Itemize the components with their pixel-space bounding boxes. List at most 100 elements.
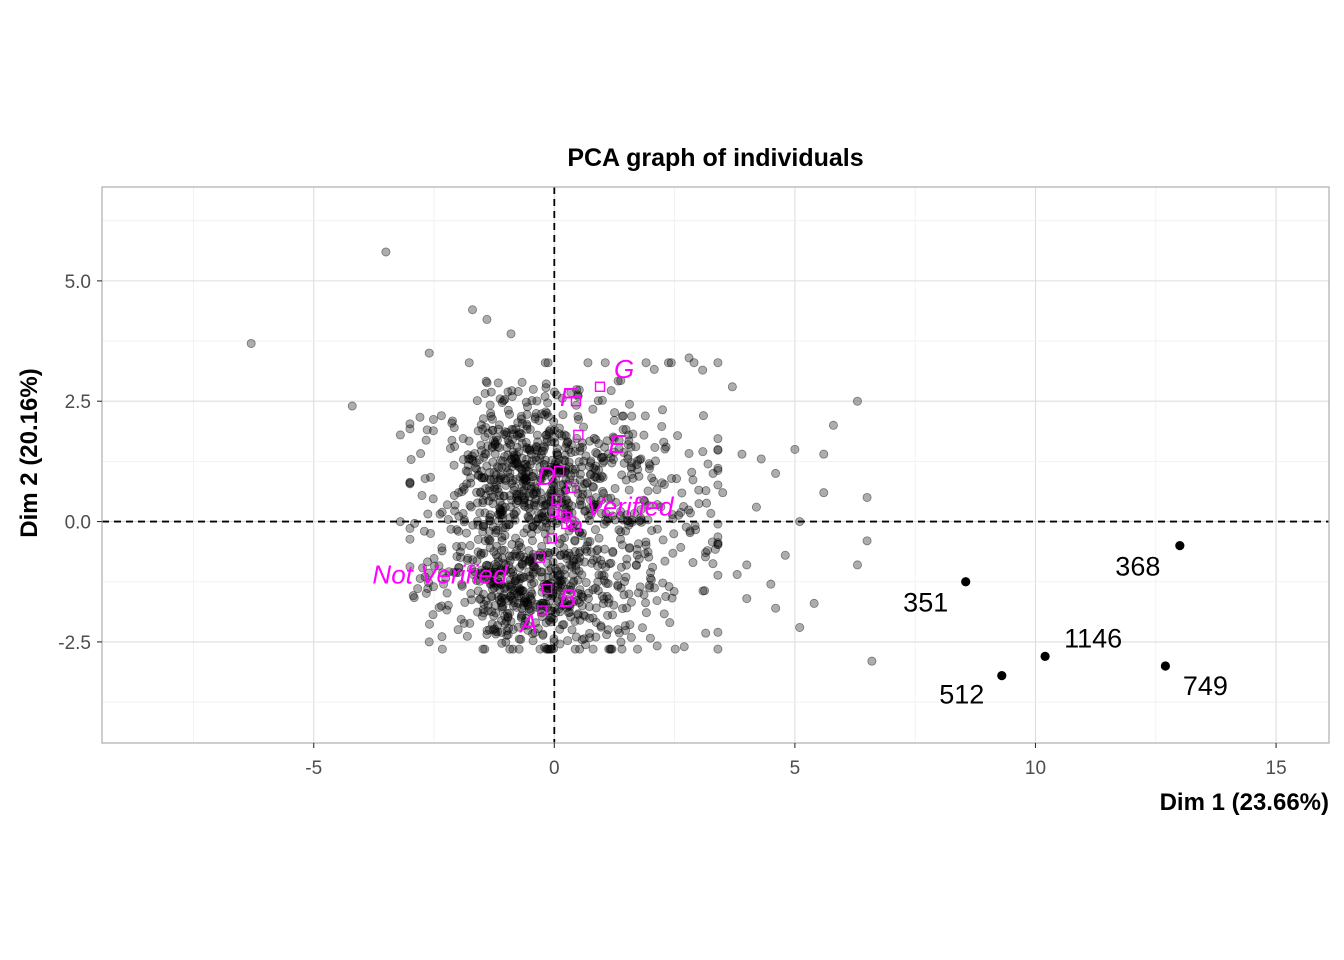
individual-point: [577, 570, 587, 580]
individual-point: [542, 437, 552, 447]
individual-point: [497, 500, 507, 510]
individual-point: [522, 524, 532, 534]
individual-point: [515, 563, 525, 573]
individual-point: [487, 577, 497, 587]
individual-point: [563, 479, 573, 489]
individual-point: [562, 439, 572, 449]
individual-point: [452, 525, 462, 535]
individual-point: [514, 598, 524, 608]
individual-point: [493, 627, 503, 637]
individual-point: [564, 608, 574, 618]
individual-point: [473, 534, 483, 544]
individual-point: [596, 622, 606, 632]
individual-point: [473, 470, 483, 480]
individual-point: [505, 409, 515, 419]
individual-point: [562, 551, 572, 561]
individual-point: [544, 428, 554, 438]
individual-point: [503, 450, 513, 460]
individual-point: [703, 459, 713, 469]
individual-point: [559, 577, 569, 587]
individual-point: [495, 566, 505, 576]
individual-point: [482, 461, 492, 471]
individual-point: [482, 626, 492, 636]
individual-point: [513, 622, 523, 632]
individual-point: [567, 501, 577, 511]
individual-point: [586, 469, 596, 479]
individual-point: [486, 387, 496, 397]
individual-point: [542, 591, 552, 601]
individual-point: [530, 628, 540, 638]
individual-point: [627, 469, 637, 479]
individual-point: [454, 563, 464, 573]
x-tick-label: 0: [549, 758, 560, 779]
individual-point: [489, 475, 499, 485]
supplementary-label: Not Verified: [372, 560, 508, 590]
individual-point: [531, 487, 541, 497]
individual-point: [633, 464, 643, 474]
individual-point: [470, 567, 480, 577]
individual-point: [479, 520, 489, 530]
individual-point: [519, 475, 529, 485]
individual-point: [708, 559, 718, 569]
individual-point: [595, 474, 605, 484]
individual-point: [585, 504, 595, 514]
individual-point: [632, 460, 642, 470]
individual-point: [481, 422, 491, 432]
individual-point: [532, 524, 542, 534]
individual-point: [544, 465, 554, 475]
individual-point: [447, 418, 457, 428]
individual-point: [476, 594, 486, 604]
individual-point: [497, 603, 507, 613]
individual-point: [487, 619, 497, 629]
highlighted-point: [1160, 661, 1170, 671]
individual-point: [532, 430, 542, 440]
individual-point: [555, 576, 565, 586]
individual-point: [568, 557, 578, 567]
individual-point: [456, 614, 466, 624]
individual-point: [496, 471, 506, 481]
individual-point: [450, 442, 460, 452]
individual-point: [628, 473, 638, 483]
individual-point: [698, 365, 708, 375]
individual-point: [600, 442, 610, 452]
individual-point: [528, 489, 538, 499]
individual-point: [530, 414, 540, 424]
individual-point: [494, 577, 504, 587]
individual-point: [657, 478, 667, 488]
individual-point: [591, 603, 601, 613]
individual-point: [625, 620, 635, 630]
individual-point: [517, 573, 527, 583]
individual-point: [669, 529, 679, 539]
individual-point: [511, 507, 521, 517]
individual-point: [449, 490, 459, 500]
individual-point: [531, 441, 541, 451]
individual-point: [424, 568, 434, 578]
individual-point: [525, 574, 535, 584]
individual-point: [579, 610, 589, 620]
individual-point: [594, 533, 604, 543]
individual-point: [586, 456, 596, 466]
individual-point: [612, 571, 622, 581]
supplementary-point: [565, 482, 577, 494]
individual-point: [468, 570, 478, 580]
individual-point: [524, 492, 534, 502]
individual-point: [535, 475, 545, 485]
individual-point: [536, 567, 546, 577]
individual-point: [535, 644, 545, 654]
individual-point: [463, 460, 473, 470]
individual-point: [421, 588, 431, 598]
individual-point: [591, 461, 601, 471]
supplementary-label: Verified: [586, 492, 675, 522]
individual-point: [505, 556, 515, 566]
individual-point: [519, 592, 529, 602]
individual-point: [497, 462, 507, 472]
individual-point: [491, 480, 501, 490]
individual-point: [522, 424, 532, 434]
y-axis-ticks: -2.5 0.0 2.5 5.0: [58, 272, 102, 654]
individual-point: [554, 455, 564, 465]
individual-point: [594, 465, 604, 475]
x-tick-label: 10: [1025, 758, 1046, 779]
individual-point: [566, 612, 576, 622]
individual-point: [676, 507, 686, 517]
individual-point: [701, 548, 711, 558]
